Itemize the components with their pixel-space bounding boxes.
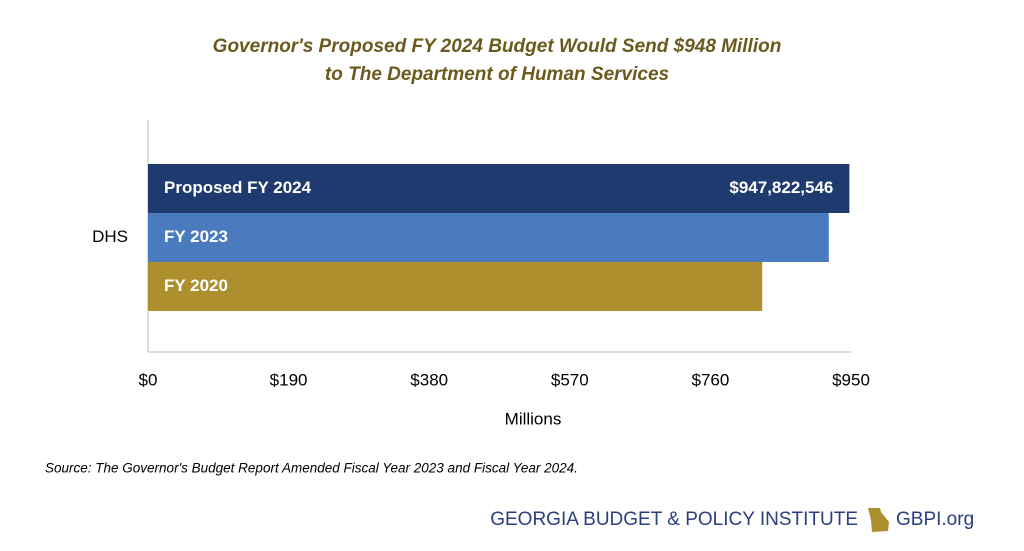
bar xyxy=(148,213,829,262)
organization-name: GEORGIA BUDGET & POLICY INSTITUTE xyxy=(490,509,858,530)
georgia-icon xyxy=(868,508,889,532)
x-tick-label: $570 xyxy=(551,370,589,389)
series-label: FY 2020 xyxy=(164,276,228,295)
bar xyxy=(148,262,763,311)
series-label: Proposed FY 2024 xyxy=(164,178,312,197)
x-tick-label: $950 xyxy=(832,370,870,389)
x-axis-label: Millions xyxy=(505,409,562,428)
x-tick-label: $760 xyxy=(691,370,729,389)
website: GBPI.org xyxy=(896,509,974,530)
bar xyxy=(148,164,850,213)
x-tick-label: $380 xyxy=(410,370,448,389)
chart-title: Governor's Proposed FY 2024 Budget Would… xyxy=(213,36,782,57)
x-tick-label: $190 xyxy=(270,370,308,389)
series-label: FY 2023 xyxy=(164,227,228,246)
chart-title: to The Department of Human Services xyxy=(325,64,669,85)
y-tick-label: DHS xyxy=(92,227,128,246)
x-tick-label: $0 xyxy=(139,370,158,389)
source-note: Source: The Governor's Budget Report Ame… xyxy=(45,461,578,476)
data-label: $947,822,546 xyxy=(729,178,833,197)
